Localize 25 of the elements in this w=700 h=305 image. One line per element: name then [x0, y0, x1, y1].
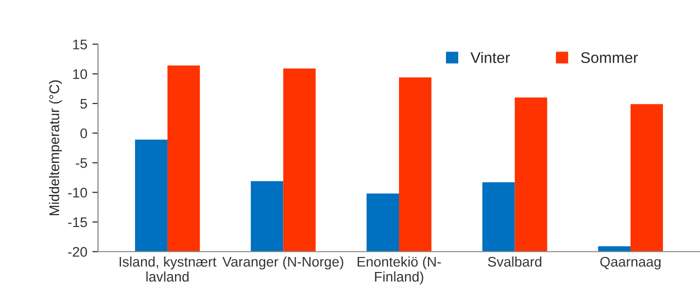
y-tick-label: -5 — [76, 158, 87, 168]
y-tick-label: -20 — [68, 246, 88, 257]
y-tick-label: -10 — [68, 188, 88, 198]
legend-label: Vinter — [470, 52, 510, 64]
bar — [366, 194, 399, 252]
x-tick-label: Island, kystnært lavland — [120, 256, 216, 282]
legend-label: Sommer — [581, 52, 638, 64]
bar — [482, 182, 515, 252]
y-tick-label: 0 — [80, 128, 88, 138]
bar — [250, 181, 284, 252]
bar — [283, 68, 316, 252]
bar — [514, 98, 548, 252]
x-tick-label: Qaarnaag — [600, 256, 661, 270]
y-tick-label: 5 — [80, 98, 87, 109]
y-axis-title: Middeltemperatur (°C) — [49, 80, 62, 216]
y-tick-label: 15 — [73, 40, 88, 50]
bar — [135, 140, 168, 252]
bar — [399, 77, 432, 252]
y-tick-label: -15 — [68, 217, 88, 228]
x-tick-label: Varanger (N-Norge) — [222, 256, 344, 270]
y-tick-label: 10 — [73, 69, 88, 80]
x-tick-label: Svalbard — [488, 256, 542, 267]
bar — [630, 104, 663, 252]
bar — [167, 66, 200, 252]
x-tick-label: Enontekiö (N- Finland) — [358, 256, 441, 284]
